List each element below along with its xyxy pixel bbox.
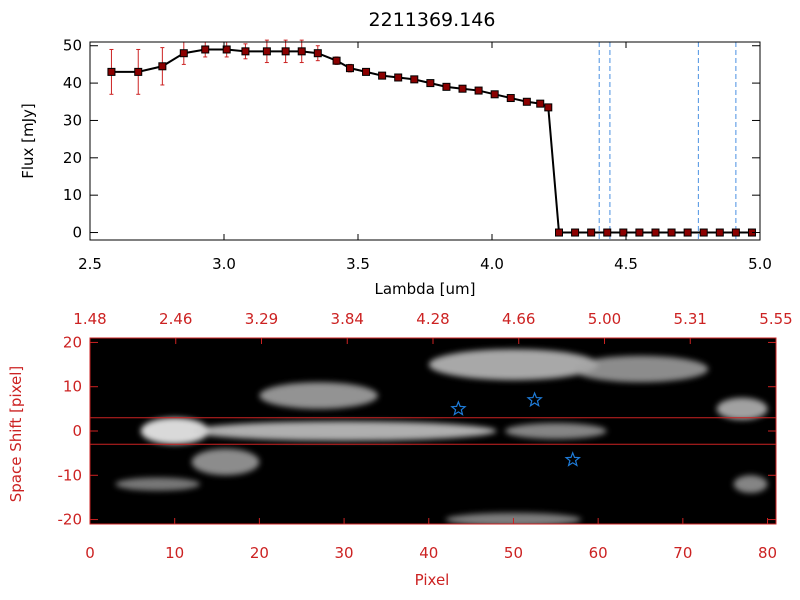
- data-point: [313, 49, 322, 58]
- data-point: [544, 103, 553, 112]
- pixel-tick-label: 60: [589, 544, 608, 562]
- y-tick-label: 10: [63, 186, 82, 204]
- emission-blob: [504, 423, 607, 439]
- wavelength-tick-label: 5.55: [759, 310, 792, 328]
- shift-tick-label: -20: [58, 511, 83, 529]
- data-point: [222, 45, 231, 54]
- emission-blob: [115, 477, 201, 491]
- wavelength-tick-label: 5.00: [588, 310, 621, 328]
- emission-blob: [191, 421, 497, 441]
- data-point: [667, 228, 676, 237]
- pixel-axis-label: Pixel: [415, 571, 450, 589]
- pixel-tick-label: 0: [85, 544, 95, 562]
- emission-blob: [191, 448, 260, 476]
- spectrum-plot-frame: [89, 41, 761, 241]
- data-point: [394, 73, 403, 82]
- chart-title: 2211369.146: [369, 9, 496, 31]
- wavelength-tick-label: 4.28: [416, 310, 449, 328]
- emission-blob: [716, 397, 768, 420]
- shift-tick-label: 20: [63, 333, 82, 351]
- data-point: [426, 79, 435, 88]
- spectral-image-panel: 0 10 20 30 40 50 60 70 80 1.48 2.46 3.29 3.84 4.28 4.…: [7, 310, 793, 589]
- x-axis-label: Lambda [um]: [375, 280, 476, 298]
- data-point: [158, 62, 167, 71]
- x-tick-label: 3.5: [346, 255, 370, 273]
- data-point: [179, 49, 188, 58]
- x-tick-label: 3.0: [212, 255, 236, 273]
- data-point: [458, 84, 467, 93]
- data-point: [490, 90, 499, 99]
- data-point: [635, 228, 644, 237]
- star-marker: [450, 400, 467, 416]
- data-point: [297, 47, 306, 56]
- data-point: [683, 228, 692, 237]
- space-shift-axis-label: Space Shift [pixel]: [7, 366, 25, 503]
- data-point: [262, 47, 271, 56]
- data-point: [731, 228, 740, 237]
- data-point: [536, 99, 545, 108]
- emission-blob: [259, 382, 378, 409]
- data-point: [410, 75, 419, 84]
- data-point: [506, 94, 515, 103]
- pixel-tick-label: 50: [504, 544, 523, 562]
- shift-tick-label: 0: [72, 422, 82, 440]
- x-tick-label: 4.5: [614, 255, 638, 273]
- shift-tick-label: -10: [58, 466, 83, 484]
- wavelength-tick-label: 3.84: [331, 310, 364, 328]
- data-point: [699, 228, 708, 237]
- emission-blob: [140, 417, 209, 445]
- pixel-tick-label: 10: [165, 544, 184, 562]
- star-marker: [564, 451, 582, 467]
- data-point: [281, 47, 290, 56]
- x-tick-label: 5.0: [748, 255, 772, 273]
- y-tick-label: 0: [72, 224, 82, 242]
- emission-blob: [733, 475, 768, 493]
- y-tick-label: 40: [63, 74, 82, 92]
- data-point: [651, 228, 660, 237]
- x-tick-label: 4.0: [480, 255, 504, 273]
- data-point: [555, 228, 563, 237]
- data-point: [241, 47, 250, 56]
- data-point: [522, 97, 531, 106]
- data-point: [474, 86, 483, 95]
- pixel-tick-label: 20: [250, 544, 269, 562]
- data-point: [332, 56, 341, 65]
- wavelength-tick-label: 2.46: [159, 310, 192, 328]
- y-tick-label: 50: [63, 37, 82, 55]
- y-tick-label: 20: [63, 149, 82, 167]
- spectrum-panel: 2211369.146 2.5 3.0 3.5 4.0 4.5 5.0 0 10 20 30 40…: [19, 9, 772, 298]
- data-point: [107, 67, 116, 76]
- pixel-tick-label: 80: [758, 544, 777, 562]
- shift-tick-label: 10: [63, 378, 82, 396]
- pixel-tick-label: 30: [335, 544, 354, 562]
- data-point: [362, 67, 371, 76]
- pixel-tick-label: 40: [419, 544, 438, 562]
- wavelength-tick-label: 3.29: [245, 310, 278, 328]
- data-point: [345, 64, 354, 73]
- data-point: [201, 45, 210, 54]
- wavelength-tick-label: 1.48: [73, 310, 106, 328]
- data-point: [378, 71, 387, 80]
- y-tick-label: 30: [63, 111, 82, 129]
- data-point: [571, 228, 580, 237]
- wavelength-tick-label: 4.66: [502, 310, 535, 328]
- data-point: [715, 228, 724, 237]
- data-point: [134, 67, 143, 76]
- y-axis-label: Flux [mJy]: [19, 103, 37, 179]
- flux-series-line: [111, 48, 752, 234]
- pixel-tick-label: 70: [673, 544, 692, 562]
- emission-blob: [428, 349, 599, 381]
- data-point: [603, 228, 612, 237]
- star-marker: [526, 391, 543, 408]
- wavelength-tick-label: 5.31: [674, 310, 707, 328]
- data-point: [587, 228, 596, 237]
- emission-blob: [572, 355, 709, 383]
- data-point: [442, 82, 451, 91]
- data-point: [619, 228, 628, 237]
- x-tick-label: 2.5: [78, 255, 102, 273]
